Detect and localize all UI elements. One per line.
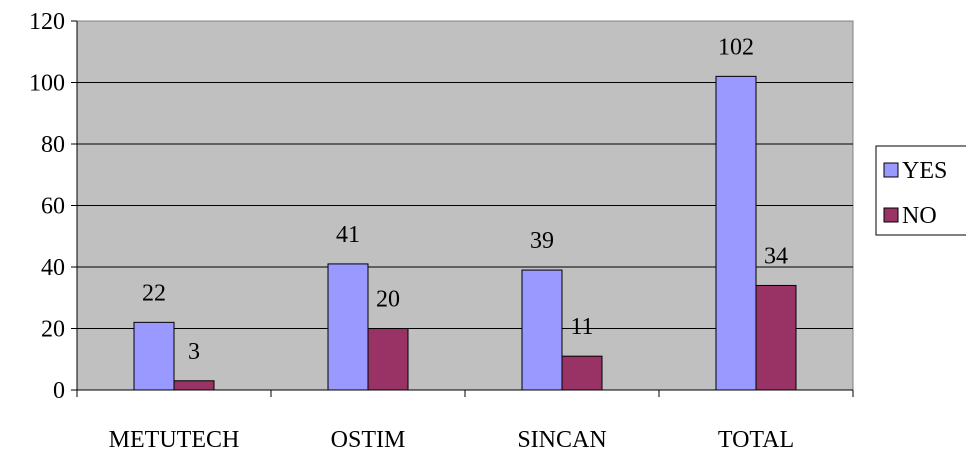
y-ticks: 0 20 40 60 80 100 120 <box>29 9 77 404</box>
y-tick-label: 80 <box>41 132 65 158</box>
bar-yes-metutech <box>133 321 175 391</box>
data-label: 34 <box>764 243 788 269</box>
y-tick-label: 20 <box>41 317 65 343</box>
y-tick-label: 100 <box>29 71 65 97</box>
bar-yes-total <box>715 75 757 391</box>
data-labels: 22 3 41 20 39 11 102 34 <box>142 34 788 364</box>
y-tick-label: 60 <box>41 194 65 220</box>
bar-no-ostim <box>367 328 409 391</box>
data-label: 39 <box>530 228 554 254</box>
y-tick-label: 40 <box>41 255 65 281</box>
legend-label-no: NO <box>902 203 937 229</box>
bar-no-metutech <box>173 380 215 391</box>
data-label: 22 <box>142 280 166 306</box>
legend: YES NO <box>875 145 966 236</box>
data-label: 11 <box>570 314 593 340</box>
bar-no-sincan <box>561 355 603 391</box>
data-label: 20 <box>376 287 400 313</box>
x-tick-label: SINCAN <box>517 427 606 451</box>
bar-no-total <box>755 284 797 391</box>
bar-yes-ostim <box>327 263 369 391</box>
x-tick-label: OSTIM <box>331 427 406 451</box>
y-tick-label: 120 <box>29 9 65 35</box>
x-tick-label: TOTAL <box>718 427 794 451</box>
legend-swatch-yes <box>883 162 899 178</box>
x-tick-label: METUTECH <box>109 427 240 451</box>
data-label: 41 <box>336 222 360 248</box>
legend-label-yes: YES <box>902 158 947 184</box>
data-label: 102 <box>718 34 754 60</box>
legend-swatch-no <box>883 207 899 223</box>
bar-yes-sincan <box>521 269 563 391</box>
bars <box>133 75 797 391</box>
y-tick-label: 0 <box>53 378 65 404</box>
x-ticks: METUTECH OSTIM SINCAN TOTAL <box>76 390 854 451</box>
data-label: 3 <box>188 339 200 365</box>
